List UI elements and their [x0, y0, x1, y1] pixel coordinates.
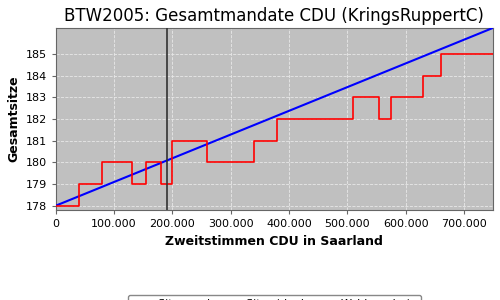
Legend: Sitze real, Sitze ideal, Wahlergebnis: Sitze real, Sitze ideal, Wahlergebnis	[128, 295, 421, 300]
Y-axis label: Gesamtsitze: Gesamtsitze	[7, 76, 20, 162]
Title: BTW2005: Gesamtmandate CDU (KringsRuppertC): BTW2005: Gesamtmandate CDU (KringsRupper…	[64, 7, 484, 25]
X-axis label: Zweitstimmen CDU in Saarland: Zweitstimmen CDU in Saarland	[166, 235, 384, 248]
